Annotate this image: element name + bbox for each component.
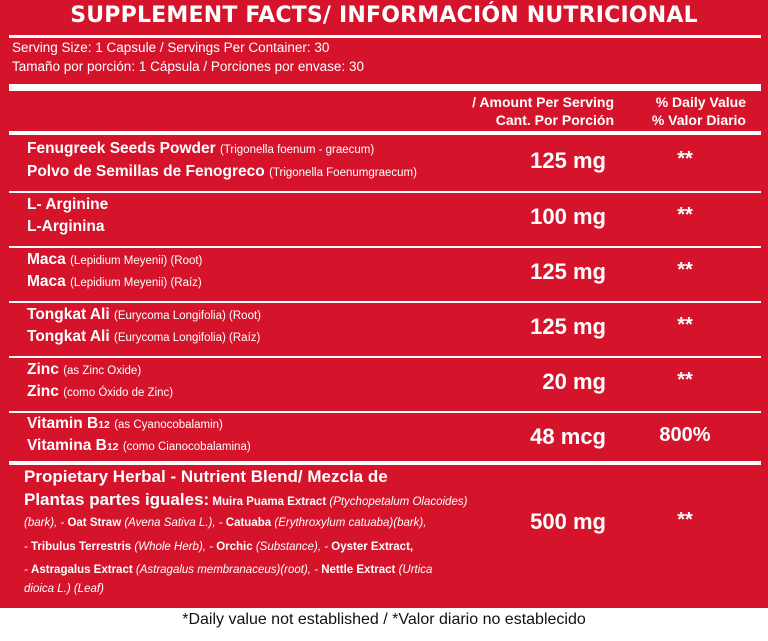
nutrient-row: Zinc (as Zinc Oxide) Zinc (como Óxido de… <box>0 358 768 411</box>
nutrient-row: L- Arginine L-Arginina 100 mg ** <box>0 193 768 246</box>
blend-title-line1: Propietary Herbal - Nutrient Blend/ Mezc… <box>24 467 388 486</box>
amount-value: 100 mg <box>530 204 606 229</box>
row-divider <box>9 191 761 193</box>
row-divider <box>9 411 761 413</box>
serving-size-es: Tamaño por porción: 1 Cápsula / Porcione… <box>12 59 364 74</box>
daily-value: ** <box>677 369 693 391</box>
serving-size-en: Serving Size: 1 Capsule / Servings Per C… <box>12 40 330 55</box>
amount-value: 125 mg <box>530 314 606 339</box>
nutrient-name-es: Vitamina B12 (como Cianocobalamina) <box>27 437 251 454</box>
nutrient-row: Tongkat Ali (Eurycoma Longifolia) (Root)… <box>0 303 768 356</box>
daily-value: ** <box>677 204 693 226</box>
supplement-facts-panel: SUPPLEMENT FACTS/ INFORMACIÓN NUTRICIONA… <box>0 0 768 608</box>
nutrient-name-es: L-Arginina <box>27 218 105 235</box>
daily-value: 800% <box>659 424 711 446</box>
blend-line-3: (bark), - Oat Straw (Avena Sativa L.), -… <box>24 517 427 529</box>
nutrient-name-en: Fenugreek Seeds Powder (Trigonella foenu… <box>27 140 375 157</box>
proprietary-blend-row: Propietary Herbal - Nutrient Blend/ Mezc… <box>0 465 768 605</box>
blend-amount-value: 500 mg <box>530 509 606 534</box>
daily-value: ** <box>677 259 693 281</box>
daily-value: ** <box>677 314 693 336</box>
divider-header <box>9 131 761 135</box>
nutrient-name-es: Tongkat Ali (Eurycoma Longifolia) (Raíz) <box>27 328 261 345</box>
divider-thick <box>9 35 761 38</box>
nutrient-name-es: Zinc (como Óxido de Zinc) <box>27 383 174 400</box>
blend-line-6: dioica L.) (Leaf) <box>24 583 104 595</box>
amount-value: 20 mg <box>542 369 606 394</box>
blend-line-4: - Tribulus Terrestris (Whole Herb), - Or… <box>24 541 414 553</box>
amount-header-en: / Amount Per Serving <box>472 94 614 110</box>
row-divider <box>9 246 761 248</box>
nutrient-name-en: Maca (Lepidium Meyenii) (Root) <box>27 251 203 268</box>
nutrient-row: Maca (Lepidium Meyenii) (Root) Maca (Lep… <box>0 248 768 301</box>
amount-value: 48 mcg <box>530 424 606 449</box>
nutrient-name-en: Zinc (as Zinc Oxide) <box>27 361 142 378</box>
nutrient-name-es: Polvo de Semillas de Fenogreco (Trigonel… <box>27 163 417 180</box>
row-divider <box>9 461 761 465</box>
nutrient-name-en: Tongkat Ali (Eurycoma Longifolia) (Root) <box>27 306 261 323</box>
divider-bar <box>9 84 761 91</box>
blend-line-2: Plantas partes iguales: Muira Puama Extr… <box>24 490 468 509</box>
dv-header-es: % Valor Diario <box>651 112 746 128</box>
panel-title: SUPPLEMENT FACTS/ INFORMACIÓN NUTRICIONA… <box>70 3 698 28</box>
dv-header-en: % Daily Value <box>655 94 746 110</box>
amount-value: 125 mg <box>530 148 606 173</box>
footnote: *Daily value not established / *Valor di… <box>182 611 586 628</box>
row-divider <box>9 356 761 358</box>
amount-value: 125 mg <box>530 259 606 284</box>
amount-header-es: Cant. Por Porción <box>495 112 614 128</box>
blend-daily-value: ** <box>677 509 693 531</box>
nutrient-name-es: Maca (Lepidium Meyenii) (Raíz) <box>27 273 202 290</box>
blend-line-5: - Astragalus Extract (Astragalus membran… <box>24 564 433 576</box>
daily-value: ** <box>677 148 693 170</box>
row-divider <box>9 301 761 303</box>
nutrient-name-en: Vitamin B12 (as Cyanocobalamin) <box>27 415 223 432</box>
nutrient-row: Fenugreek Seeds Powder (Trigonella foenu… <box>0 137 768 191</box>
nutrient-row: Vitamin B12 (as Cyanocobalamin) Vitamina… <box>0 413 768 464</box>
nutrient-name-en: L- Arginine <box>27 196 109 213</box>
